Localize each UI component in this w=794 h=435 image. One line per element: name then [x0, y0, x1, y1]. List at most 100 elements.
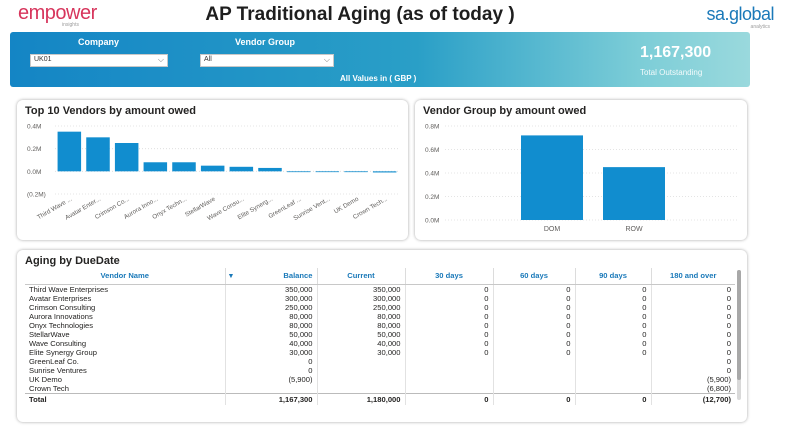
- amount-cell: [317, 374, 406, 384]
- logo-right-tagline: analytics: [750, 24, 770, 30]
- amount-cell: 0: [726, 284, 731, 294]
- vendor-bar[interactable]: [143, 162, 168, 172]
- column-header-vendor-name[interactable]: Vendor Name: [25, 268, 226, 285]
- column-header-30-days[interactable]: 30 days: [405, 268, 494, 285]
- amount-cell: [493, 356, 576, 366]
- amount-cell: [405, 383, 494, 393]
- scrollbar-thumb[interactable]: [737, 270, 741, 380]
- vendor-bar[interactable]: [286, 171, 311, 173]
- empower-logo: empower insights: [18, 2, 118, 28]
- amount-cell: 0: [726, 365, 731, 375]
- table-row[interactable]: GreenLeaf Co. 0 0: [25, 356, 735, 366]
- page-title: AP Traditional Aging (as of today ): [205, 4, 515, 25]
- y-tick-label: 0.2M: [425, 194, 439, 201]
- top-vendors-chart: 0.4M0.2M0.0M(0.2M)Third Wave ...Avatar E…: [27, 124, 399, 222]
- column-header-balance[interactable]: ▼ Balance: [225, 268, 318, 285]
- vendor-bar[interactable]: [258, 167, 282, 172]
- vendor-group-bar[interactable]: [603, 167, 665, 220]
- vendor-group-chart: 0.8M 0.6M 0.4M 0.2M 0.0M DOM ROW: [425, 124, 739, 233]
- amount-cell: 30,000: [317, 347, 406, 357]
- amount-cell: 0: [726, 302, 731, 312]
- currency-note: All Values in ( GBP ): [340, 74, 417, 83]
- amount-cell: 0: [493, 320, 576, 330]
- vendor-bar[interactable]: [344, 171, 368, 173]
- vendor-bar[interactable]: [172, 162, 196, 172]
- vendor-bar[interactable]: [229, 166, 254, 172]
- amount-cell: 0: [726, 320, 731, 330]
- company-select[interactable]: UK01 ⌵: [30, 54, 168, 67]
- amount-cell: 50,000: [225, 329, 318, 339]
- amount-cell: [575, 356, 652, 366]
- y-tick-label: 0.8M: [425, 124, 439, 131]
- amount-cell: 0: [575, 320, 652, 330]
- amount-cell: 0: [225, 356, 318, 366]
- amount-cell: 0: [405, 392, 494, 405]
- table-row[interactable]: Crimson Consulting 250,000 250,000 0 0 0 0: [25, 302, 735, 312]
- y-tick-label: (0.2M): [27, 192, 46, 199]
- amount-cell: 50,000: [317, 329, 406, 339]
- vendor-name-cell: StellarWave: [25, 329, 226, 339]
- amount-cell: 0: [225, 365, 318, 375]
- table-row[interactable]: UK Demo (5,900) (5,900): [25, 374, 735, 384]
- amount-cell: 0: [405, 329, 494, 339]
- vendor-group-bar[interactable]: [521, 135, 583, 220]
- table-scrollbar[interactable]: [737, 270, 741, 400]
- table-row[interactable]: Wave Consulting 40,000 40,000 0 0 0 0: [25, 338, 735, 348]
- vendor-bar[interactable]: [200, 165, 225, 172]
- vendor-group-card: Vendor Group by amount owed 0.8M 0.6M 0.4M…: [415, 100, 747, 240]
- column-header-60-days[interactable]: 60 days: [493, 268, 576, 285]
- amount-cell: [317, 365, 406, 375]
- amount-cell: [493, 365, 576, 375]
- amount-cell: [405, 374, 494, 384]
- table-row[interactable]: Avatar Enterprises 300,000 300,000 0 0 0 0: [25, 293, 735, 303]
- amount-cell: 0: [575, 302, 652, 312]
- amount-cell: 40,000: [225, 338, 318, 348]
- table-row[interactable]: Sunrise Ventures 0 0: [25, 365, 735, 375]
- table-row[interactable]: Crown Tech (6,800): [25, 383, 735, 393]
- amount-cell: 0: [405, 284, 494, 294]
- table-row[interactable]: Third Wave Enterprises 350,000 350,000 0 0 0 0: [25, 284, 735, 294]
- amount-cell: 0: [575, 347, 652, 357]
- amount-cell: [575, 374, 652, 384]
- amount-cell: (5,900): [706, 374, 731, 384]
- column-header-180-and-over[interactable]: 180 and over: [651, 268, 735, 285]
- aging-table-title: Aging by DueDate: [25, 255, 120, 267]
- amount-cell: 300,000: [225, 293, 318, 303]
- vendor-bar[interactable]: [57, 131, 82, 172]
- column-header-current[interactable]: Current: [317, 268, 406, 285]
- amount-cell: [493, 383, 576, 393]
- amount-cell: 0: [575, 284, 652, 294]
- vendor-bar[interactable]: [372, 171, 397, 173]
- logo-left-text: empower: [18, 2, 97, 24]
- x-tick-label: DOM: [544, 226, 561, 233]
- total-outstanding-caption: Total Outstanding: [640, 68, 703, 77]
- y-tick-label: 0.0M: [425, 218, 439, 225]
- vendor-bar[interactable]: [86, 137, 110, 172]
- table-row[interactable]: Aurora Innovations 80,000 80,000 0 0 0 0: [25, 311, 735, 321]
- aging-table: Vendor Name ▼ Balance Current 30 days 60 …: [25, 268, 735, 405]
- company-select-value: UK01: [34, 56, 52, 63]
- amount-cell: 40,000: [317, 338, 406, 348]
- vendor-group-select[interactable]: All ⌵: [200, 54, 334, 67]
- amount-cell: 0: [575, 392, 652, 405]
- vendor-bar[interactable]: [315, 171, 340, 173]
- amount-cell: [317, 356, 406, 366]
- column-header-label: 60 days: [520, 271, 548, 281]
- table-row[interactable]: Elite Synergy Group 30,000 30,000 0 0 0 0: [25, 347, 735, 357]
- table-row[interactable]: Onyx Technologies 80,000 80,000 0 0 0 0: [25, 320, 735, 330]
- amount-cell: [225, 383, 318, 393]
- amount-cell: 0: [726, 329, 731, 339]
- vendor-bar[interactable]: [114, 143, 139, 172]
- amount-cell: 0: [575, 311, 652, 321]
- table-total-row[interactable]: Total 1,167,300 1,180,000 0 0 0 (12,700): [25, 392, 735, 405]
- vendor-name-cell: Sunrise Ventures: [25, 365, 226, 375]
- amount-cell: 0: [493, 311, 576, 321]
- y-tick-label: 0.4M: [425, 171, 439, 178]
- vendor-name-cell: UK Demo: [25, 374, 226, 384]
- column-header-90-days[interactable]: 90 days: [575, 268, 652, 285]
- y-tick-label: 0.6M: [425, 147, 439, 154]
- vendor-name-cell: GreenLeaf Co.: [25, 356, 226, 366]
- vendor-group-select-value: All: [204, 56, 212, 63]
- table-row[interactable]: StellarWave 50,000 50,000 0 0 0 0: [25, 329, 735, 339]
- column-header-label: 180 and over: [670, 271, 717, 281]
